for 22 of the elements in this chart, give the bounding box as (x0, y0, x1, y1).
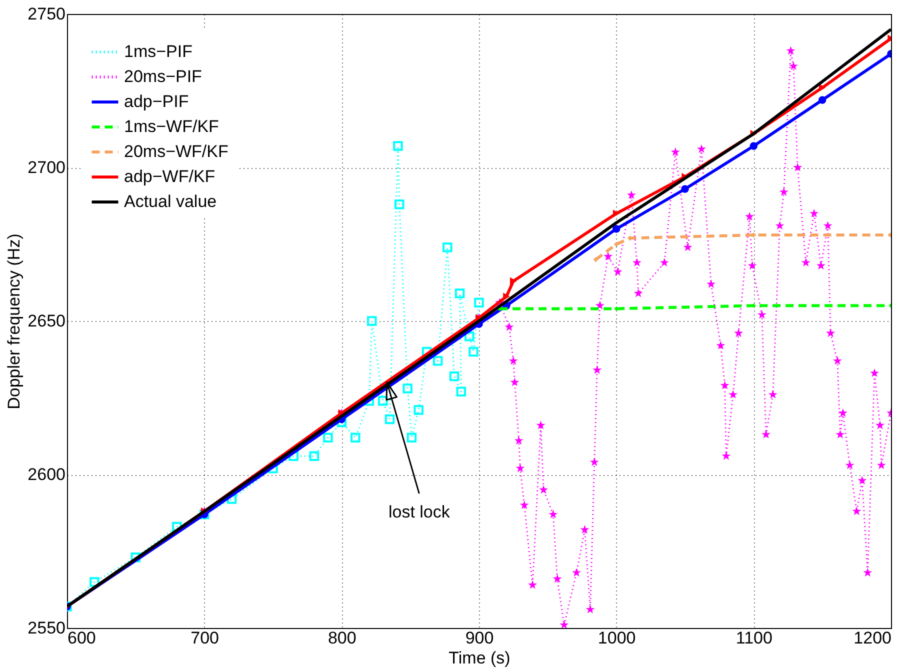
y-axis-title: Doppler frequency (Hz) (4, 234, 24, 410)
legend-label: 1ms−WF/KF (124, 117, 219, 136)
x-tick-label: 1000 (598, 628, 636, 648)
legend-label: adp−WF/KF (124, 167, 216, 186)
x-tick-label: 700 (190, 628, 220, 648)
y-tick-label: 2750 (28, 4, 66, 24)
x-tick-label: 900 (465, 628, 494, 648)
legend-label: 20ms−WF/KF (124, 142, 228, 161)
x-axis-title: Time (s) (448, 648, 510, 668)
legend-label: 20ms−PIF (124, 67, 202, 86)
x-tick-label: 1100 (736, 628, 772, 648)
y-tick-label: 2700 (28, 158, 66, 177)
legend-label: adp−PIF (124, 92, 189, 111)
x-tick-label: 600 (68, 628, 96, 648)
y-tick-label: 2550 (28, 618, 66, 638)
annotation: lost lock (388, 502, 450, 522)
x-tick-label: 800 (328, 628, 356, 648)
legend-label: Actual value (124, 192, 217, 211)
y-tick-label: 2600 (28, 465, 66, 484)
y-tick-label: 2650 (28, 312, 66, 330)
legend-label: 1ms−PIF (124, 42, 192, 61)
x-tick-label: 1200 (854, 628, 892, 648)
